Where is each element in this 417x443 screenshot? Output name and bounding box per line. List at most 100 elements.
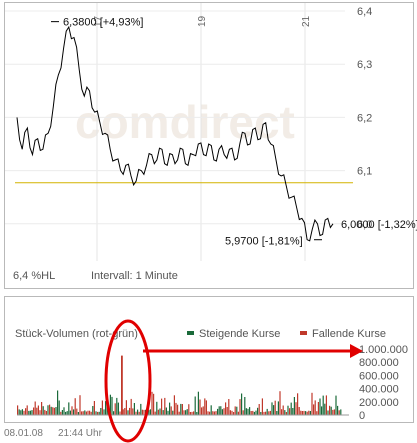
volume-bar bbox=[167, 410, 169, 415]
volume-y-tick-label: 200.000 bbox=[359, 397, 399, 409]
volume-bar bbox=[298, 407, 300, 415]
volume-bar bbox=[93, 401, 95, 415]
volume-bar bbox=[173, 395, 175, 415]
volume-bar bbox=[191, 411, 193, 415]
volume-bar bbox=[71, 406, 73, 415]
volume-bar bbox=[39, 410, 41, 415]
volume-bar bbox=[279, 391, 281, 415]
volume-bar bbox=[266, 408, 268, 415]
volume-bar bbox=[252, 410, 254, 415]
volume-bar bbox=[63, 407, 65, 415]
volume-bar bbox=[245, 408, 247, 415]
volume-chart-svg: Stück-Volumen (rot-grün) Steigende Kurse… bbox=[15, 319, 408, 443]
interval-info: Intervall: 1 Minute bbox=[91, 270, 178, 282]
volume-bar bbox=[338, 410, 340, 415]
volume-y-tick-label: 1.000.000 bbox=[359, 344, 408, 356]
volume-bar bbox=[258, 404, 260, 415]
volume-bar bbox=[242, 410, 244, 415]
volume-bar bbox=[87, 410, 89, 415]
volume-bar bbox=[89, 410, 91, 415]
volume-bar bbox=[213, 411, 215, 415]
volume-bar bbox=[161, 398, 163, 415]
volume-bar bbox=[260, 412, 262, 415]
volume-bar bbox=[319, 398, 321, 415]
volume-bar bbox=[165, 407, 167, 415]
volume-bar bbox=[84, 410, 86, 415]
volume-bar bbox=[124, 408, 126, 415]
volume-bar bbox=[21, 409, 23, 415]
volume-bar bbox=[79, 395, 81, 415]
volume-bar bbox=[66, 411, 68, 415]
price-chart-svg: comdirect 17 19 21 6,4 6,3 6,2 6,1 6,0 6,3800 [… bbox=[5, 3, 417, 282]
volume-title: Stück-Volumen (rot-grün) bbox=[15, 328, 138, 340]
volume-bar bbox=[76, 408, 78, 415]
volume-bar bbox=[156, 401, 158, 415]
volume-bar bbox=[60, 411, 62, 415]
volume-y-tick-label: 400.000 bbox=[359, 384, 399, 396]
volume-bar bbox=[141, 409, 143, 415]
volume-bar bbox=[55, 407, 57, 415]
volume-bar bbox=[125, 400, 127, 415]
volume-bar bbox=[157, 409, 159, 415]
volume-bar bbox=[329, 405, 331, 415]
volume-bar bbox=[85, 411, 87, 415]
volume-bar bbox=[332, 409, 334, 415]
x-tick-label: 19 bbox=[197, 15, 208, 27]
volume-bar bbox=[293, 397, 295, 415]
volume-bar bbox=[74, 398, 76, 415]
volume-bar bbox=[202, 406, 204, 415]
volume-bar bbox=[199, 399, 201, 415]
volume-bar bbox=[233, 412, 235, 415]
price-chart-panel: comdirect 17 19 21 6,4 6,3 6,2 6,1 6,0 6,3800 [… bbox=[4, 2, 417, 289]
legend-rising-label: Steigende Kurse bbox=[199, 328, 280, 340]
volume-y-tick-label: 800.000 bbox=[359, 357, 399, 369]
volume-bar bbox=[183, 410, 185, 415]
volume-bar bbox=[95, 411, 97, 415]
volume-bar bbox=[47, 405, 49, 415]
volume-bar bbox=[274, 400, 276, 415]
high-annotation: 6,3800 [+4,93%] bbox=[63, 17, 143, 29]
volume-bar bbox=[31, 410, 33, 415]
volume-bar bbox=[297, 393, 299, 415]
volume-bar bbox=[327, 410, 329, 415]
volume-bar bbox=[265, 411, 267, 415]
volume-bar bbox=[218, 406, 220, 415]
volume-bar bbox=[226, 407, 228, 415]
highlight-annotation bbox=[104, 319, 363, 443]
price-grid: 17 19 21 6,4 6,3 6,2 6,1 6,0 bbox=[5, 3, 372, 261]
volume-bar bbox=[148, 410, 150, 415]
volume-bars bbox=[17, 355, 349, 416]
volume-bar bbox=[135, 411, 137, 415]
volume-bar bbox=[284, 410, 286, 415]
volume-bar bbox=[263, 411, 265, 415]
volume-bar bbox=[311, 392, 313, 415]
volume-bar bbox=[300, 410, 302, 415]
volume-bar bbox=[197, 391, 199, 415]
x-tick-label: 17 bbox=[93, 15, 104, 27]
highlight-ellipse bbox=[104, 319, 152, 443]
volume-bar bbox=[169, 402, 171, 415]
volume-bar bbox=[105, 401, 107, 415]
volume-bar bbox=[170, 406, 172, 415]
volume-bar bbox=[193, 411, 195, 415]
volume-bar bbox=[335, 395, 337, 415]
range-info: 6,4 %HL bbox=[13, 270, 55, 282]
highlight-arrow-head bbox=[350, 344, 363, 358]
volume-bar bbox=[49, 404, 51, 415]
volume-bar bbox=[20, 410, 22, 415]
volume-bar bbox=[111, 396, 113, 415]
volume-bar bbox=[210, 405, 212, 415]
volume-bar bbox=[185, 410, 187, 415]
footer-date: 08.01.08 bbox=[4, 428, 43, 439]
volume-bar bbox=[61, 410, 63, 415]
volume-bar bbox=[98, 411, 100, 415]
volume-bar bbox=[81, 411, 83, 415]
volume-y-tick-label: 0 bbox=[359, 410, 365, 422]
volume-bar bbox=[137, 409, 139, 415]
volume-bar bbox=[130, 398, 132, 415]
volume-bar bbox=[101, 400, 103, 415]
volume-bar bbox=[42, 406, 44, 415]
volume-bar bbox=[305, 411, 307, 415]
volume-bar bbox=[138, 411, 140, 415]
